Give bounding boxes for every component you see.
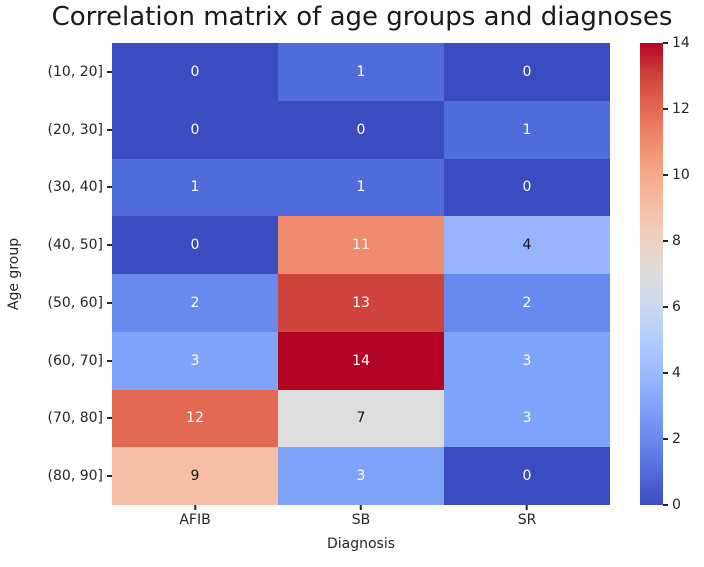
x-tick: SR <box>517 505 537 528</box>
x-tick-label: SB <box>351 512 371 528</box>
colorbar-tick-label: 6 <box>672 299 681 315</box>
colorbar-tick: 0 <box>663 497 681 513</box>
heatmap-cell: 1 <box>112 158 278 217</box>
colorbar-tick-label: 0 <box>672 497 681 513</box>
heatmap-cell: 0 <box>112 216 278 274</box>
y-tick-mark <box>107 128 112 131</box>
colorbar-tick-label: 4 <box>672 365 681 381</box>
heatmap-cell: 2 <box>444 274 610 332</box>
heatmap-cell: 3 <box>444 331 610 390</box>
x-axis: AFIB SB SR <box>112 505 610 545</box>
y-tick-label: (50, 60] <box>47 294 103 311</box>
colorbar-tick-label: 2 <box>672 431 681 447</box>
y-tick-label: (80, 90] <box>47 468 103 485</box>
y-tick: (20, 30] <box>48 122 112 138</box>
colorbar-tick: 14 <box>663 35 690 51</box>
x-axis-label: Diagnosis <box>326 536 396 552</box>
heatmap-cell: 13 <box>278 274 444 332</box>
colorbar-tick: 2 <box>663 431 681 447</box>
colorbar-tick-mark <box>663 504 668 506</box>
colorbar-tick-label: 10 <box>672 167 690 183</box>
colorbar-tick-mark <box>663 372 668 374</box>
y-tick-label: (40, 50] <box>47 237 103 254</box>
x-tick-mark <box>360 505 362 510</box>
y-tick: (10, 20] <box>48 64 112 80</box>
y-tick-label: (60, 70] <box>47 352 103 369</box>
heatmap-cell: 1 <box>444 100 610 159</box>
colorbar-tick-mark <box>663 42 668 44</box>
x-tick-label: AFIB <box>179 512 211 528</box>
colorbar-tick-label: 14 <box>672 35 690 51</box>
x-tick: AFIB <box>179 505 211 528</box>
x-tick-label: SR <box>517 512 537 528</box>
y-tick-mark <box>107 186 112 189</box>
y-tick-label: (20, 30] <box>47 121 103 138</box>
colorbar-axis: 0 2 4 6 8 10 12 14 <box>663 35 704 513</box>
heatmap-cell: 0 <box>444 447 610 505</box>
y-tick-label: (10, 20] <box>47 63 103 80</box>
colorbar-tick-mark <box>663 240 668 242</box>
chart-title: Correlation matrix of age groups and dia… <box>51 2 673 32</box>
heatmap-cell: 14 <box>278 331 444 390</box>
y-tick-label: (30, 40] <box>47 179 103 196</box>
colorbar-tick-label: 12 <box>672 101 690 117</box>
heatmap-cell: 0 <box>444 158 610 217</box>
colorbar-tick: 12 <box>663 101 690 117</box>
y-tick-mark <box>107 301 112 304</box>
heatmap-cell: 2 <box>112 274 278 332</box>
y-axis: (10, 20] (20, 30] (30, 40] (40, 50] (50, 60]… <box>0 43 112 505</box>
colorbar-tick: 6 <box>663 299 681 315</box>
heatmap-grid: 0 1 0 0 0 1 1 1 0 0 11 4 2 13 2 3 14 3 12 7 3 9 3 0 <box>112 43 610 505</box>
y-tick-mark <box>107 70 112 73</box>
heatmap-cell: 4 <box>444 216 610 274</box>
y-tick-mark <box>107 359 112 362</box>
colorbar-tick: 8 <box>663 233 681 249</box>
colorbar-tick-mark <box>663 306 668 308</box>
y-tick: (80, 90] <box>48 468 112 484</box>
heatmap-cell: 3 <box>112 331 278 390</box>
y-tick-mark <box>107 475 112 478</box>
heatmap-cell: 1 <box>278 158 444 217</box>
heatmap-cell: 0 <box>112 100 278 159</box>
colorbar-tick-mark <box>663 108 668 110</box>
y-tick-mark <box>107 244 112 247</box>
heatmap-cell: 12 <box>112 389 278 448</box>
y-tick-label: (70, 80] <box>47 410 103 427</box>
colorbar-tick: 10 <box>663 167 690 183</box>
colorbar-tick-mark <box>663 174 668 176</box>
heatmap-cell: 0 <box>444 43 610 101</box>
heatmap-cell: 9 <box>112 447 278 505</box>
colorbar-tick-label: 8 <box>672 233 681 249</box>
heatmap-cell: 7 <box>278 389 444 448</box>
y-tick: (50, 60] <box>48 295 112 311</box>
y-tick: (60, 70] <box>48 353 112 369</box>
x-tick-mark <box>194 505 196 510</box>
heatmap-cell: 3 <box>444 389 610 448</box>
heatmap-cell: 11 <box>278 216 444 274</box>
y-tick: (70, 80] <box>48 410 112 426</box>
colorbar <box>640 43 663 505</box>
heatmap-cell: 3 <box>278 447 444 505</box>
heatmap-cell: 0 <box>112 43 278 101</box>
y-tick: (30, 40] <box>48 179 112 195</box>
x-tick-mark <box>526 505 528 510</box>
heatmap-cell: 1 <box>278 43 444 101</box>
colorbar-tick: 4 <box>663 365 681 381</box>
y-tick-mark <box>107 417 112 420</box>
heatmap-cell: 0 <box>278 100 444 159</box>
x-tick: SB <box>351 505 371 528</box>
colorbar-tick-mark <box>663 438 668 440</box>
y-tick: (40, 50] <box>48 237 112 253</box>
